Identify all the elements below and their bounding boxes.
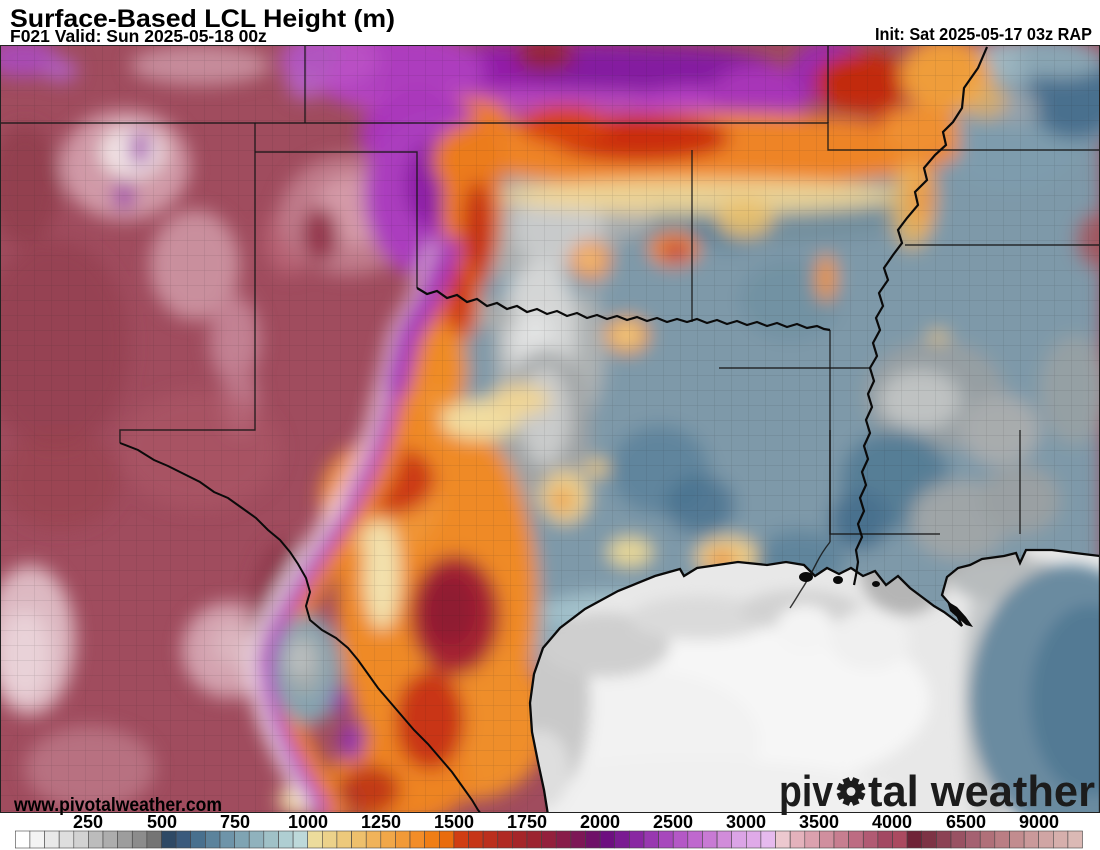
svg-text:tal weather: tal weather: [868, 767, 1095, 816]
svg-text:1000: 1000: [288, 812, 328, 832]
svg-text:9000: 9000: [1019, 812, 1059, 832]
svg-text:3000: 3000: [726, 812, 766, 832]
svg-text:piv: piv: [779, 767, 833, 816]
svg-text:1500: 1500: [434, 812, 474, 832]
svg-text:www.pivotalweather.com: www.pivotalweather.com: [13, 794, 222, 816]
svg-text:Surface-Based LCL Height (m): Surface-Based LCL Height (m): [10, 5, 395, 33]
svg-text:1250: 1250: [361, 812, 401, 832]
svg-text:1750: 1750: [507, 812, 547, 832]
svg-text:750: 750: [220, 812, 250, 832]
svg-text:500: 500: [147, 812, 177, 832]
svg-text:4000: 4000: [872, 812, 912, 832]
svg-text:3500: 3500: [799, 812, 839, 832]
svg-text:6500: 6500: [946, 812, 986, 832]
svg-text:2000: 2000: [580, 812, 620, 832]
svg-text:2500: 2500: [653, 812, 693, 832]
svg-text:F021 Valid: Sun 2025-05-18 00z: F021 Valid: Sun 2025-05-18 00z: [10, 26, 267, 46]
svg-text:Init: Sat 2025-05-17 03z RAP: Init: Sat 2025-05-17 03z RAP: [875, 24, 1092, 44]
svg-text:250: 250: [73, 812, 103, 832]
